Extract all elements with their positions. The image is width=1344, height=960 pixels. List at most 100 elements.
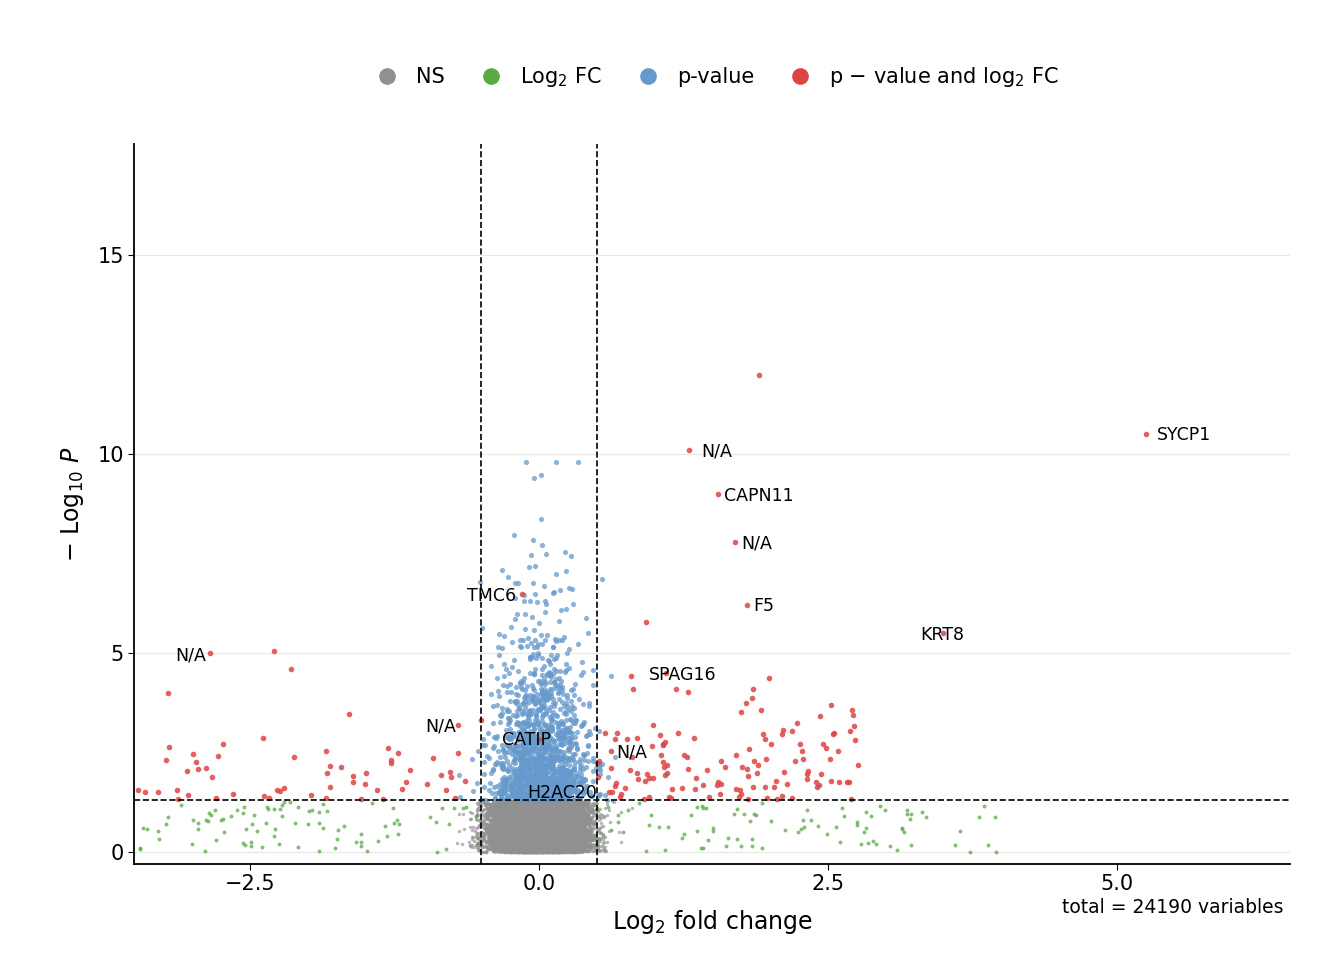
Point [508,811,530,827]
Point [570,840,591,855]
Point [552,798,574,813]
Point [504,805,526,821]
Point [488,809,509,825]
Point [560,804,582,820]
Point [517,825,539,840]
Point [543,834,564,850]
Point [526,820,547,835]
Point [515,814,536,829]
Point [524,843,546,858]
Point [513,828,535,843]
Point [542,798,563,813]
Point [792,812,813,828]
Point [552,838,574,853]
Point [499,816,520,831]
Point [573,796,594,811]
Point [530,745,551,760]
Point [532,835,554,851]
Point [574,806,595,822]
Point [547,797,569,812]
Point [521,755,543,770]
Point [527,809,548,825]
Point [521,843,543,858]
Point [547,838,569,853]
Point [515,825,536,840]
Point [505,842,527,857]
Point [532,809,554,825]
Point [530,808,551,824]
Point [532,813,554,828]
Point [543,802,564,817]
Point [547,820,569,835]
Point [532,806,554,822]
Point [523,836,544,852]
Point [552,805,574,821]
Point [495,828,516,843]
Point [504,838,526,853]
Point [508,794,530,809]
Point [511,818,532,833]
Point [507,829,528,845]
Point [500,827,521,842]
Point [552,814,574,829]
Point [515,834,536,850]
Point [532,841,554,856]
Point [550,841,571,856]
Point [552,817,574,832]
Point [535,819,556,834]
Point [571,817,593,832]
Point [530,807,551,823]
Point [512,810,534,826]
Point [570,816,591,831]
Point [520,839,542,854]
Point [555,804,577,819]
Point [509,798,531,813]
Point [519,818,540,833]
Point [544,671,566,686]
Point [534,800,555,815]
Point [517,826,539,841]
Point [504,766,526,781]
Point [508,825,530,840]
Point [530,835,551,851]
Point [566,810,587,826]
Point [508,827,530,842]
Point [528,836,550,852]
Point [554,664,575,680]
Point [526,806,547,822]
Point [536,837,558,852]
Point [532,828,554,843]
Point [521,810,543,826]
Point [515,838,536,853]
Point [535,843,556,858]
Point [534,841,555,856]
Point [539,827,560,842]
Point [535,824,556,839]
Point [535,810,556,826]
Point [532,800,554,815]
Point [503,803,524,818]
Point [527,759,548,775]
Point [566,830,587,846]
Point [539,815,560,830]
Point [530,843,551,858]
Point [524,800,546,815]
Point [547,821,569,836]
Point [521,794,543,809]
Point [950,823,972,838]
Point [560,808,582,824]
Point [548,828,570,843]
Point [509,832,531,848]
Point [532,800,554,815]
Point [551,796,573,811]
Point [521,827,543,842]
Point [511,833,532,849]
Point [536,842,558,857]
Point [495,836,516,852]
Point [558,837,579,852]
Point [582,677,603,692]
Point [531,832,552,848]
Point [535,830,556,846]
Point [528,841,550,856]
Point [544,833,566,849]
